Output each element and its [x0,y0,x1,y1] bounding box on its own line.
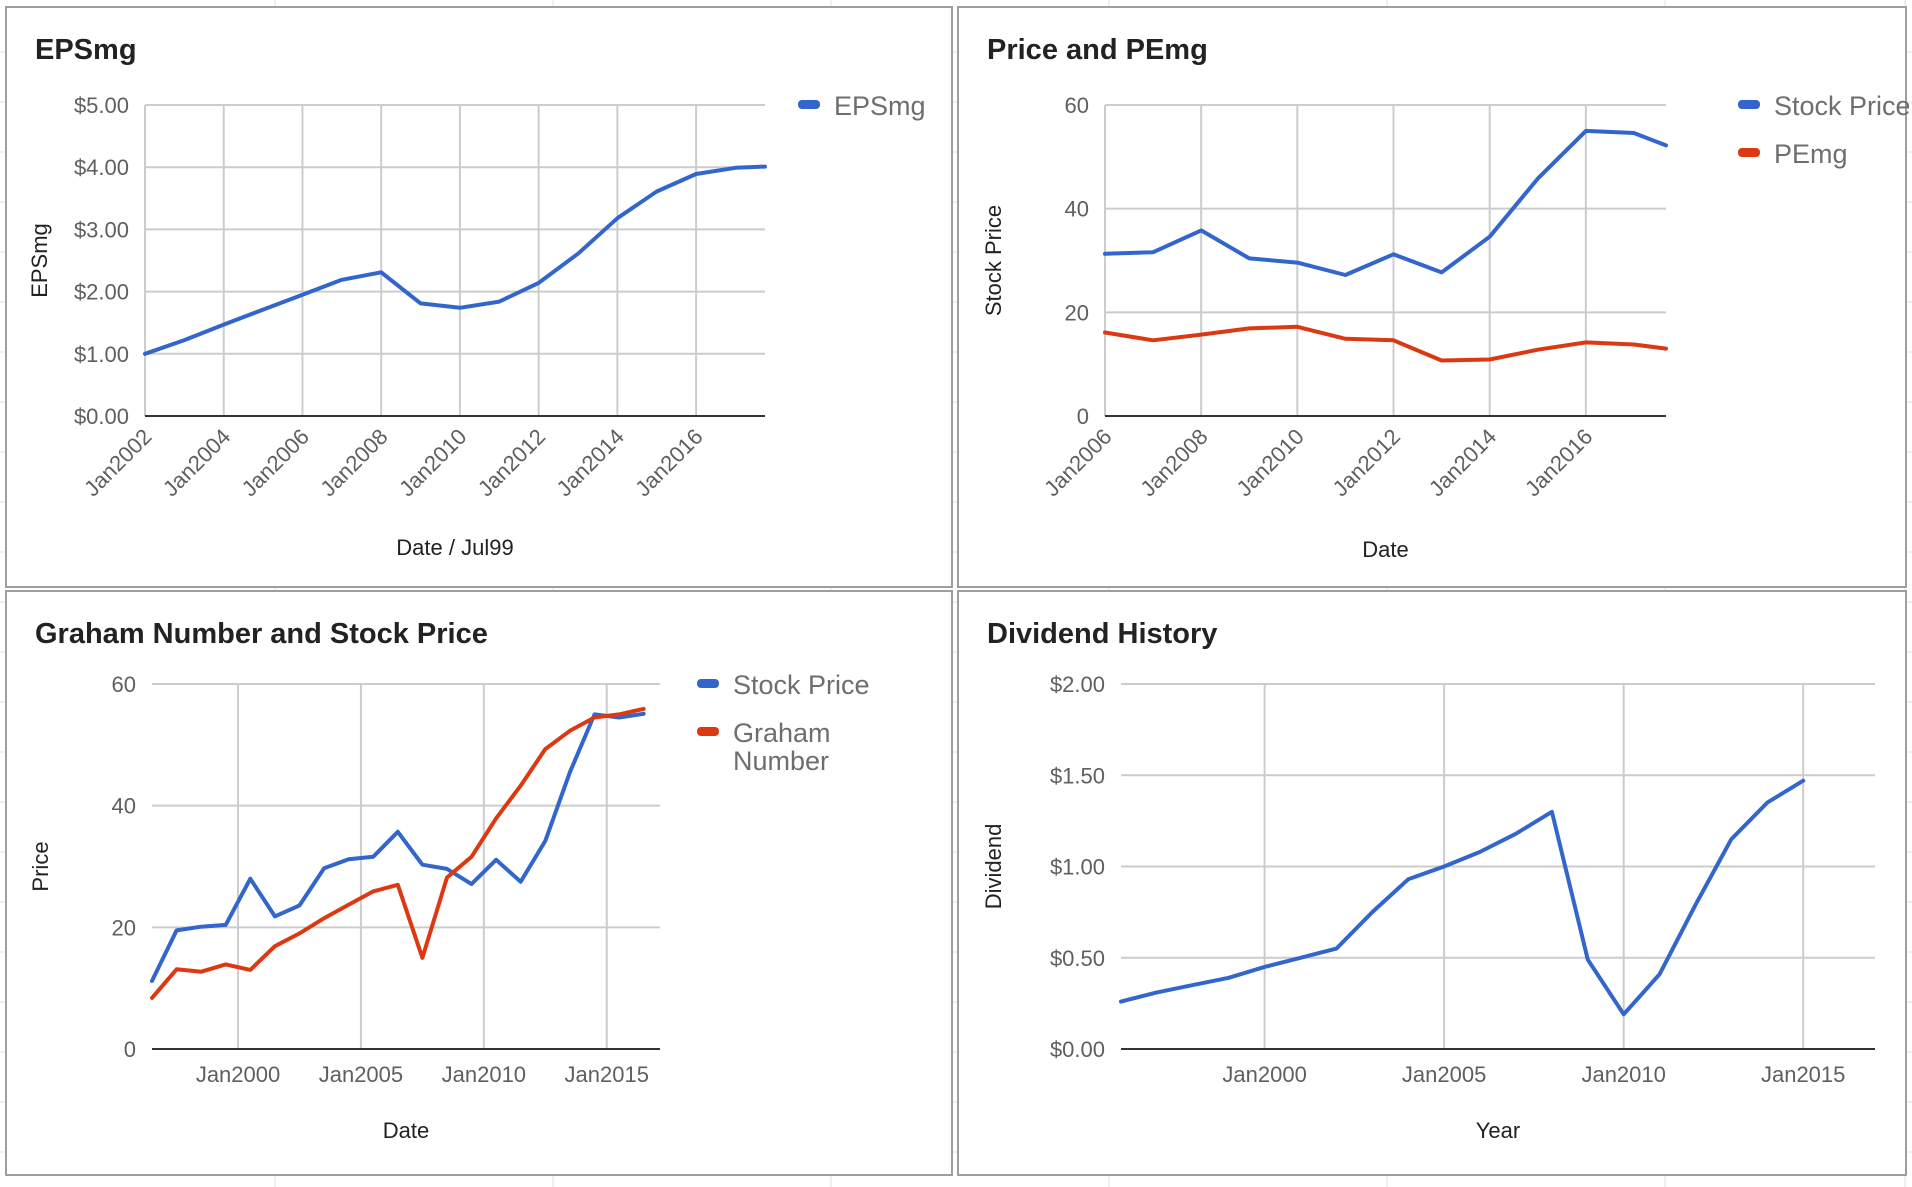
legend-swatch [1738,148,1760,157]
y-tick-label: 0 [124,1037,136,1062]
chart-title: Graham Number and Stock Price [35,618,488,650]
x-tick-label: Jan2000 [196,1062,280,1087]
chart-panel-price-and-pemg[interactable]: Price and PEmg 0 20 40 60 Jan2006 Jan2008 Jan2… [957,6,1909,588]
legend-swatch [1738,100,1760,109]
chart-panel-dividend-history[interactable]: Dividend History $0.00 $0.50 $1.00 $1.50 $2.… [957,590,1907,1176]
x-tick-label: Jan2005 [319,1062,403,1087]
legend-swatch [697,679,719,688]
x-axis-title: Year [1476,1118,1520,1143]
x-tick-label: Jan2012 [473,424,550,501]
chart-panel-graham-number[interactable]: Graham Number and Stock Price 0 20 40 60 Jan… [5,590,953,1176]
y-tick-label: $1.00 [1050,855,1105,880]
x-tick-label: Jan2015 [565,1062,649,1087]
x-tick-label: Jan2004 [158,424,235,501]
x-tick-label: Jan2010 [442,1062,526,1087]
x-tick-label: Jan2006 [1039,424,1116,501]
y-tick-label: $3.00 [74,217,129,242]
x-tick-label: Jan2014 [552,424,629,501]
dividend-history-line-chart: $0.00 $0.50 $1.00 $1.50 $2.00 Jan2000 Jan2005 J… [981,672,1875,1143]
x-tick-label: Jan2008 [315,424,392,501]
y-tick-label: $1.00 [74,342,129,367]
x-tick-label: Jan2002 [79,424,156,501]
series-line-stock-price [150,711,646,983]
legend-label: Stock Price [1774,91,1909,121]
x-tick-label: Jan2006 [237,424,314,501]
x-tick-label: Jan2015 [1761,1062,1845,1087]
y-axis-title: EPSmg [27,223,52,298]
series-line-stock-price [1103,128,1668,277]
y-tick-label: $4.00 [74,155,129,180]
y-axis-title: Price [28,841,53,891]
legend-label: Graham Number [733,718,831,776]
chart-title: Price and PEmg [987,34,1208,66]
y-tick-label: 20 [1065,300,1089,325]
x-tick-label: Jan2010 [394,424,471,501]
x-tick-label: Jan2016 [1520,424,1597,501]
x-axis-title: Date / Jul99 [396,535,513,560]
chart-panel-epsmg[interactable]: EPSmg $0.00 $1.00 $2.00 $3.00 $4.00 $5.00 Jan2… [5,6,953,588]
x-axis-title: Date [1362,537,1408,562]
series-line-dividend [1119,778,1806,1017]
x-axis-title: Date [383,1118,429,1143]
y-tick-label: 40 [1065,197,1089,222]
y-tick-label: 0 [1077,404,1089,429]
x-tick-label: Jan2010 [1581,1062,1665,1087]
y-tick-label: 60 [1065,93,1089,118]
x-tick-label: Jan2008 [1135,424,1212,501]
x-tick-label: Jan2005 [1402,1062,1486,1087]
y-tick-label: 60 [112,672,136,697]
legend-label: PEmg [1774,139,1848,169]
chart-title: Dividend History [987,618,1218,650]
chart-title: EPSmg [35,34,137,66]
y-tick-label: 20 [112,915,136,940]
y-tick-label: $2.00 [74,280,129,305]
series-line-pemg [1103,324,1668,363]
y-axis-title: Dividend [981,824,1006,910]
y-tick-label: 40 [112,794,136,819]
legend-swatch [697,727,719,736]
y-tick-label: $2.00 [1050,672,1105,697]
x-tick-label: Jan2000 [1222,1062,1306,1087]
y-tick-label: $0.00 [1050,1037,1105,1062]
y-tick-label: $0.50 [1050,946,1105,971]
x-tick-label: Jan2010 [1232,424,1309,501]
legend-swatch [798,100,820,109]
y-axis-title: Stock Price [981,205,1006,316]
legend-label: Stock Price [733,670,870,700]
series-line-epsmg [143,164,767,356]
graham-number-line-chart: 0 20 40 60 Jan2000 Jan2005 Jan2010 Jan2015 Date P… [28,670,870,1143]
y-tick-label: $1.50 [1050,763,1105,788]
x-tick-label: Jan2014 [1424,424,1501,501]
series-line-graham-number [150,706,646,1000]
x-tick-label: Jan2012 [1328,424,1405,501]
y-tick-label: $0.00 [74,404,129,429]
legend-label: EPSmg [834,91,926,121]
y-tick-label: $5.00 [74,93,129,118]
x-tick-label: Jan2016 [630,424,707,501]
